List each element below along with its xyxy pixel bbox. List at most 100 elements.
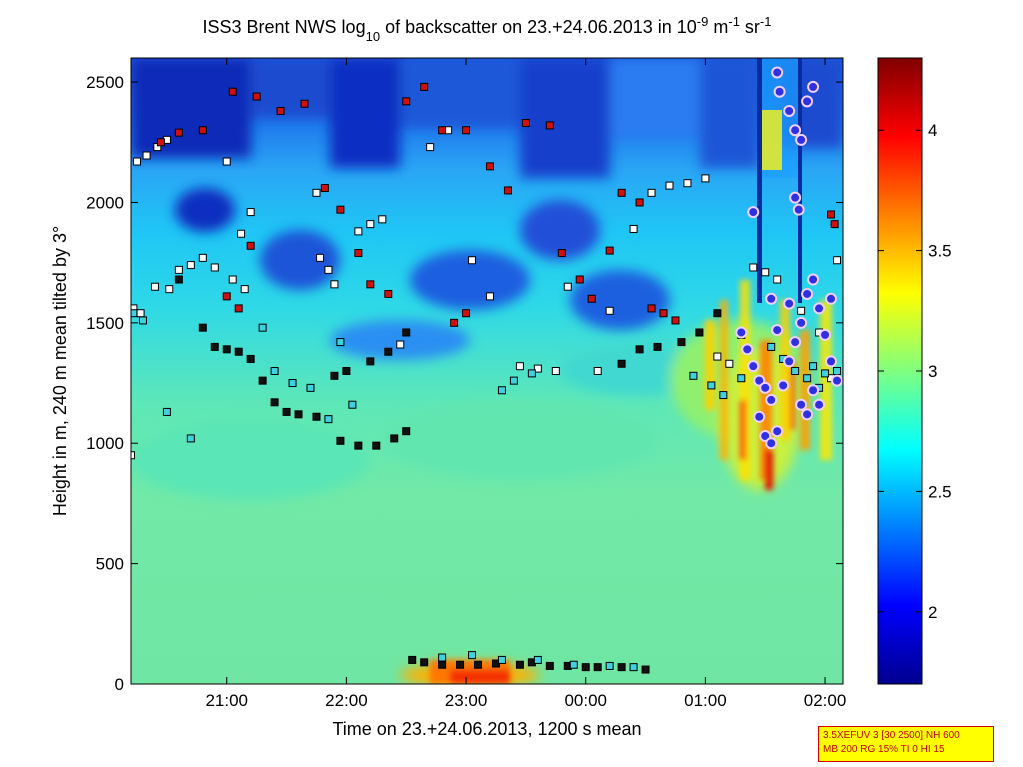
data-point-circle xyxy=(801,95,814,108)
data-point-square xyxy=(336,205,345,214)
y-axis: 0 500 1000 1500 2000 2500 xyxy=(86,73,843,694)
data-point-square xyxy=(462,309,471,318)
data-point-square xyxy=(683,179,692,188)
data-point-square xyxy=(563,282,572,291)
colorbar-tick-label: 4 xyxy=(928,121,937,140)
data-point-square xyxy=(258,376,267,385)
data-point-square xyxy=(617,359,626,368)
data-point-square xyxy=(222,292,231,301)
data-point-square xyxy=(186,434,195,443)
data-point-square xyxy=(438,660,447,669)
data-point-square xyxy=(336,436,345,445)
data-point-square xyxy=(354,227,363,236)
data-point-square xyxy=(617,663,626,672)
data-point-circle xyxy=(783,355,796,368)
marker-layer xyxy=(131,66,843,674)
data-point-square xyxy=(485,162,494,171)
data-point-circle xyxy=(753,410,766,423)
data-point-circle xyxy=(807,273,820,286)
data-point-square xyxy=(222,157,231,166)
data-point-circle xyxy=(789,124,802,137)
data-point-square xyxy=(366,220,375,229)
y-axis-label: Height in m, 240 m mean tilted by 3° xyxy=(50,226,70,516)
data-point-square xyxy=(497,386,506,395)
heatmap xyxy=(131,58,843,684)
data-point-square xyxy=(527,369,536,378)
data-point-square xyxy=(142,151,151,160)
y-tick-label: 2000 xyxy=(86,193,124,212)
data-point-circle xyxy=(819,328,832,341)
data-point-square xyxy=(420,658,429,667)
data-point-square xyxy=(689,371,698,380)
data-point-square xyxy=(605,661,614,670)
data-point-square xyxy=(402,427,411,436)
data-point-square xyxy=(821,369,830,378)
colorbar-tick-label: 2 xyxy=(928,603,937,622)
data-point-square xyxy=(330,371,339,380)
data-point-circle xyxy=(825,355,838,368)
data-point-square xyxy=(701,174,710,183)
plot-frame xyxy=(130,57,844,685)
data-point-square xyxy=(372,441,381,450)
data-point-square xyxy=(320,184,329,193)
data-point-square xyxy=(282,407,291,416)
data-point-square xyxy=(593,367,602,375)
data-point-square xyxy=(557,249,566,258)
data-point-square xyxy=(503,186,512,195)
data-point-square xyxy=(593,663,602,672)
data-point-square xyxy=(641,665,650,674)
x-tick-label: 21:00 xyxy=(205,691,248,710)
data-point-circle xyxy=(795,133,808,146)
data-point-square xyxy=(497,655,506,664)
data-point-square xyxy=(156,138,165,147)
data-point-square xyxy=(384,347,393,356)
data-point-square xyxy=(647,304,656,313)
data-point-square xyxy=(551,367,560,375)
data-point-square xyxy=(174,128,183,137)
data-point-square xyxy=(713,352,722,361)
data-point-square xyxy=(276,106,285,115)
data-point-square xyxy=(677,338,686,347)
data-point-square xyxy=(569,660,578,669)
data-point-square xyxy=(725,359,734,368)
data-point-square xyxy=(294,410,303,419)
data-point-square xyxy=(366,280,375,289)
x-tick-label: 01:00 xyxy=(684,691,727,710)
data-point-square xyxy=(408,655,417,664)
data-point-circle xyxy=(795,398,808,411)
x-tick-label: 22:00 xyxy=(325,691,368,710)
x-axis-label: Time on 23.+24.06.2013, 1200 s mean xyxy=(332,719,641,739)
data-point-square xyxy=(132,157,141,166)
data-point-circle xyxy=(765,437,778,450)
data-point-square xyxy=(300,99,309,108)
data-point-circle xyxy=(813,302,826,315)
data-point-square xyxy=(234,304,243,313)
data-point-square xyxy=(131,451,135,460)
data-point-square xyxy=(228,87,237,96)
data-point-square xyxy=(348,400,357,409)
data-point-circle xyxy=(771,425,784,438)
data-point-circle xyxy=(773,85,786,98)
data-point-square xyxy=(390,434,399,443)
data-point-square xyxy=(521,119,530,128)
data-point-square xyxy=(468,651,477,660)
data-point-square xyxy=(468,256,477,265)
y-tick-label: 2500 xyxy=(86,73,124,92)
data-point-circle xyxy=(741,343,754,356)
data-point-square xyxy=(587,294,596,303)
data-point-square xyxy=(366,357,375,366)
data-point-square xyxy=(803,374,812,383)
data-point-square xyxy=(605,306,614,315)
data-point-square xyxy=(131,309,138,318)
data-point-square xyxy=(354,249,363,258)
x-tick-label: 23:00 xyxy=(445,691,488,710)
data-point-square xyxy=(342,367,351,375)
y-tick-label: 0 xyxy=(115,675,124,694)
data-point-square xyxy=(270,367,279,375)
data-point-square xyxy=(515,362,524,371)
data-point-square xyxy=(258,323,267,332)
data-point-square xyxy=(695,328,704,337)
data-point-square xyxy=(402,97,411,106)
data-point-circle xyxy=(771,324,784,337)
data-point-square xyxy=(830,220,839,229)
